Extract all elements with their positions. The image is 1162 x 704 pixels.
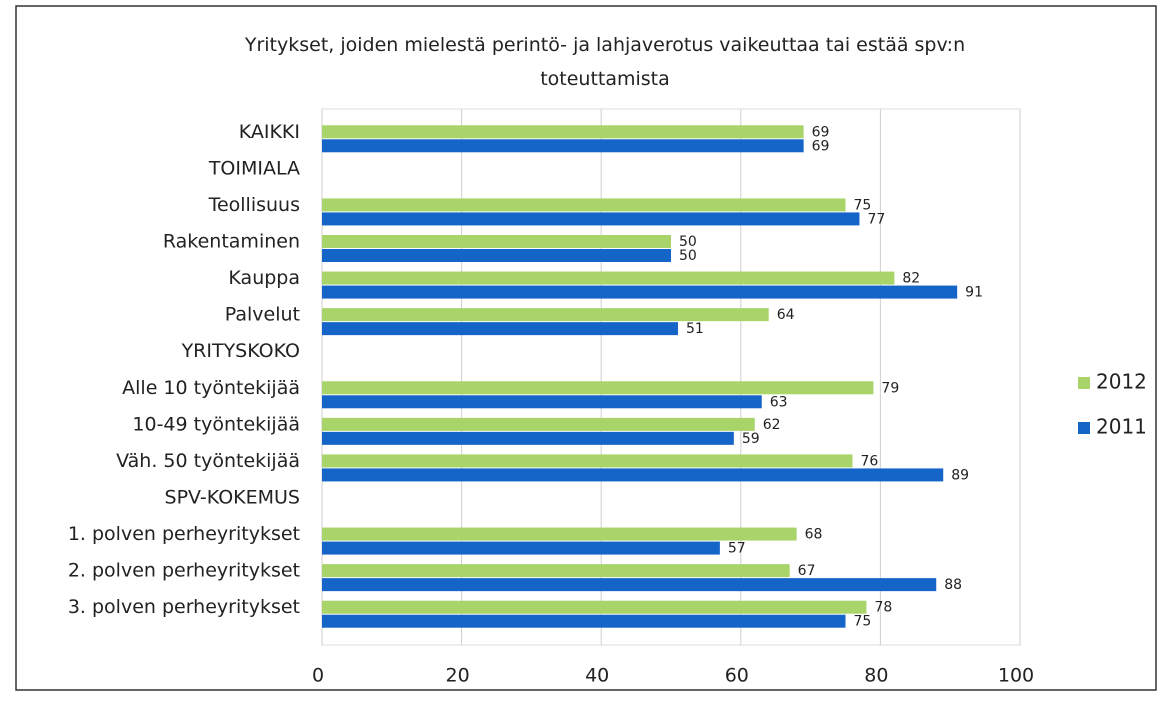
y-tick-label: Palvelut bbox=[225, 304, 300, 326]
y-tick-label: KAIKKI bbox=[239, 121, 300, 143]
legend-label: 2011 bbox=[1096, 415, 1147, 439]
data-label: 51 bbox=[686, 321, 704, 337]
x-tick-label: 60 bbox=[725, 665, 749, 687]
x-tick-label: 20 bbox=[446, 665, 470, 687]
bar bbox=[322, 198, 846, 212]
data-label: 50 bbox=[679, 234, 697, 250]
chart-title: Yritykset, joiden mielestä perintö- ja l… bbox=[244, 34, 966, 90]
y-tick-label: Väh. 50 työntekijää bbox=[116, 450, 300, 472]
x-tick-label: 0 bbox=[312, 665, 324, 687]
data-label: 76 bbox=[860, 453, 878, 469]
data-label: 75 bbox=[854, 197, 872, 213]
data-label: 91 bbox=[965, 285, 983, 301]
data-label: 89 bbox=[951, 467, 969, 483]
data-label: 75 bbox=[854, 614, 872, 630]
bar bbox=[322, 235, 671, 248]
bar bbox=[322, 454, 853, 468]
bar bbox=[322, 600, 867, 614]
data-label: 77 bbox=[867, 211, 885, 227]
bar bbox=[322, 285, 958, 299]
bar bbox=[322, 431, 734, 445]
x-tick-label: 80 bbox=[864, 665, 888, 687]
x-tick-label: 100 bbox=[998, 665, 1034, 687]
bar bbox=[322, 381, 874, 395]
data-label: 59 bbox=[742, 431, 760, 447]
y-tick-label: TOIMIALA bbox=[208, 157, 300, 179]
bar bbox=[322, 578, 937, 592]
y-tick-label: 2. polven perheyritykset bbox=[68, 560, 300, 582]
legend-swatch bbox=[1078, 377, 1090, 389]
data-label: 63 bbox=[770, 394, 788, 410]
data-label: 82 bbox=[902, 271, 920, 287]
bar bbox=[322, 614, 846, 628]
y-tick-label: YRITYSKOKO bbox=[181, 340, 300, 362]
bar bbox=[322, 564, 790, 578]
y-tick-label: 1. polven perheyritykset bbox=[68, 523, 300, 545]
legend-label: 2012 bbox=[1096, 370, 1147, 394]
y-tick-label: 3. polven perheyritykset bbox=[68, 596, 300, 618]
data-label: 67 bbox=[798, 563, 816, 579]
y-tick-label: Teollisuus bbox=[208, 194, 300, 216]
bar bbox=[322, 249, 671, 262]
y-tick-label: Rakentaminen bbox=[163, 231, 300, 253]
bar bbox=[322, 139, 804, 153]
y-tick-label: Alle 10 työntekijää bbox=[122, 377, 300, 399]
bar bbox=[322, 271, 895, 285]
bar bbox=[322, 395, 762, 409]
data-label: 78 bbox=[874, 600, 892, 616]
y-tick-label: Kauppa bbox=[228, 267, 300, 289]
bar bbox=[322, 468, 944, 482]
bar bbox=[322, 125, 804, 139]
data-label: 79 bbox=[881, 380, 899, 396]
data-label: 68 bbox=[805, 527, 823, 543]
data-label: 57 bbox=[728, 541, 746, 557]
bar bbox=[322, 322, 678, 336]
chart-frame bbox=[15, 5, 1157, 691]
y-tick-label: SPV-KOKEMUS bbox=[165, 487, 300, 509]
legend-swatch bbox=[1078, 422, 1090, 434]
data-label: 69 bbox=[812, 124, 830, 140]
x-tick-label: 40 bbox=[585, 665, 609, 687]
data-label: 62 bbox=[763, 417, 781, 433]
data-label: 88 bbox=[944, 577, 962, 593]
bar bbox=[322, 212, 860, 226]
y-tick-label: 10-49 työntekijää bbox=[132, 413, 300, 435]
bar bbox=[322, 541, 720, 555]
bar bbox=[322, 308, 769, 322]
data-label: 64 bbox=[777, 307, 795, 323]
bar bbox=[322, 527, 797, 541]
bar bbox=[322, 417, 755, 431]
data-label: 69 bbox=[812, 138, 830, 154]
data-label: 50 bbox=[679, 248, 697, 264]
